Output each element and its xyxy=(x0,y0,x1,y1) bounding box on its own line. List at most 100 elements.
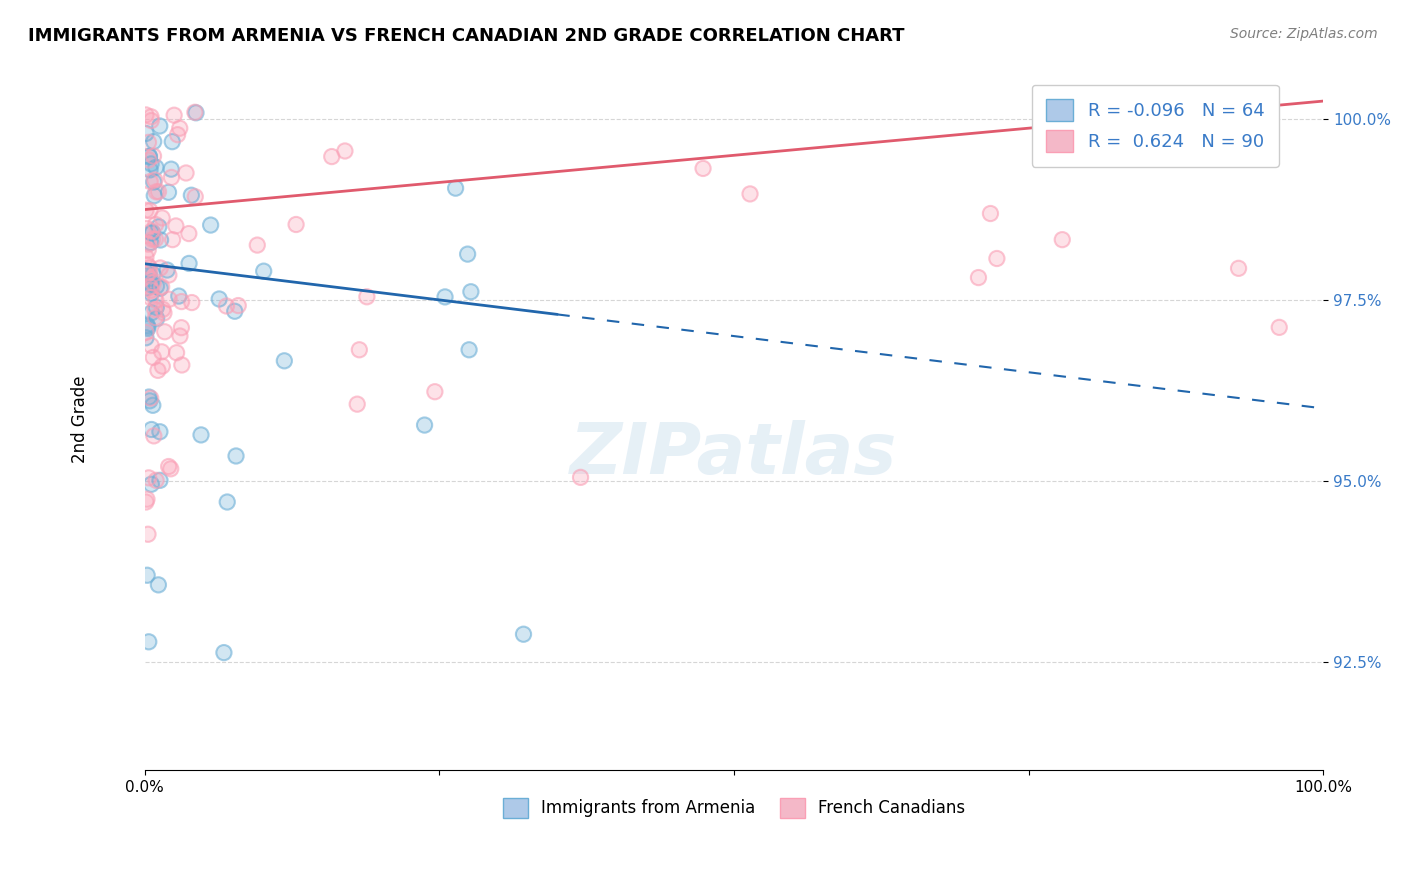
Point xyxy=(136,492,159,507)
Point xyxy=(162,233,184,247)
French Canadians xyxy=(136,243,159,257)
Point xyxy=(253,264,276,278)
Immigrants from Armenia xyxy=(190,428,212,442)
Point xyxy=(142,351,165,365)
French Canadians xyxy=(157,293,180,307)
Immigrants from Armenia xyxy=(141,275,163,289)
Immigrants from Armenia xyxy=(156,263,179,277)
Immigrants from Armenia xyxy=(224,304,246,318)
Text: Source: ZipAtlas.com: Source: ZipAtlas.com xyxy=(1230,27,1378,41)
French Canadians xyxy=(136,237,159,252)
French Canadians xyxy=(1052,233,1074,247)
French Canadians xyxy=(138,471,160,485)
Point xyxy=(1227,261,1250,276)
Immigrants from Armenia xyxy=(184,105,207,120)
Point xyxy=(170,320,193,334)
French Canadians xyxy=(157,459,180,474)
French Canadians xyxy=(174,166,197,180)
French Canadians xyxy=(166,345,188,359)
Point xyxy=(184,105,207,120)
Point xyxy=(184,105,207,120)
Point xyxy=(349,343,371,357)
Point xyxy=(157,459,180,474)
Point xyxy=(145,279,167,293)
Immigrants from Armenia xyxy=(413,418,436,433)
French Canadians xyxy=(136,492,159,507)
Point xyxy=(145,293,167,308)
Point xyxy=(141,113,163,128)
Immigrants from Armenia xyxy=(135,281,157,295)
Point xyxy=(149,260,172,275)
Point xyxy=(135,108,157,122)
Point xyxy=(142,232,165,246)
Immigrants from Armenia xyxy=(136,318,159,333)
Legend: Immigrants from Armenia, French Canadians: Immigrants from Armenia, French Canadian… xyxy=(496,791,972,825)
Point xyxy=(166,345,188,359)
Immigrants from Armenia xyxy=(457,247,479,261)
Point xyxy=(226,299,249,313)
Point xyxy=(148,219,170,234)
Immigrants from Armenia xyxy=(142,398,165,412)
Point xyxy=(184,190,207,204)
Immigrants from Armenia xyxy=(138,635,160,649)
Point xyxy=(145,218,167,232)
French Canadians xyxy=(139,110,162,124)
Point xyxy=(135,127,157,141)
Immigrants from Armenia xyxy=(149,281,172,295)
Point xyxy=(138,153,160,167)
French Canadians xyxy=(170,358,193,372)
French Canadians xyxy=(1074,138,1097,153)
French Canadians xyxy=(184,105,207,120)
Immigrants from Armenia xyxy=(160,135,183,149)
French Canadians xyxy=(142,276,165,290)
French Canadians xyxy=(145,473,167,487)
Point xyxy=(148,185,170,199)
Immigrants from Armenia xyxy=(149,119,172,133)
Point xyxy=(138,260,160,275)
French Canadians xyxy=(135,250,157,264)
Point xyxy=(157,268,180,282)
Point xyxy=(413,418,436,433)
Point xyxy=(150,211,173,225)
Point xyxy=(512,627,534,641)
Immigrants from Armenia xyxy=(273,353,295,368)
Point xyxy=(139,110,162,124)
Immigrants from Armenia xyxy=(145,279,167,293)
Point xyxy=(142,429,165,443)
French Canadians xyxy=(136,258,159,272)
French Canadians xyxy=(135,326,157,340)
Immigrants from Armenia xyxy=(512,627,534,641)
French Canadians xyxy=(152,302,174,317)
Point xyxy=(156,263,179,277)
Immigrants from Armenia xyxy=(148,578,170,592)
Point xyxy=(170,294,193,309)
French Canadians xyxy=(157,268,180,282)
French Canadians xyxy=(142,429,165,443)
French Canadians xyxy=(165,219,187,233)
Immigrants from Armenia xyxy=(139,393,162,408)
French Canadians xyxy=(141,338,163,352)
Immigrants from Armenia xyxy=(149,425,172,439)
Immigrants from Armenia xyxy=(145,300,167,314)
French Canadians xyxy=(226,299,249,313)
Point xyxy=(1074,138,1097,153)
Point xyxy=(150,344,173,359)
Immigrants from Armenia xyxy=(142,268,165,282)
Point xyxy=(139,291,162,305)
Point xyxy=(190,428,212,442)
Point xyxy=(208,292,231,306)
French Canadians xyxy=(141,224,163,238)
Point xyxy=(273,353,295,368)
Point xyxy=(141,283,163,297)
Point xyxy=(692,161,714,176)
Immigrants from Armenia xyxy=(177,256,200,270)
Point xyxy=(145,300,167,314)
Immigrants from Armenia xyxy=(145,161,167,175)
Point xyxy=(160,170,183,185)
French Canadians xyxy=(141,283,163,297)
Point xyxy=(145,232,167,246)
French Canadians xyxy=(142,149,165,163)
French Canadians xyxy=(180,295,202,310)
Immigrants from Armenia xyxy=(145,311,167,326)
Point xyxy=(145,311,167,326)
